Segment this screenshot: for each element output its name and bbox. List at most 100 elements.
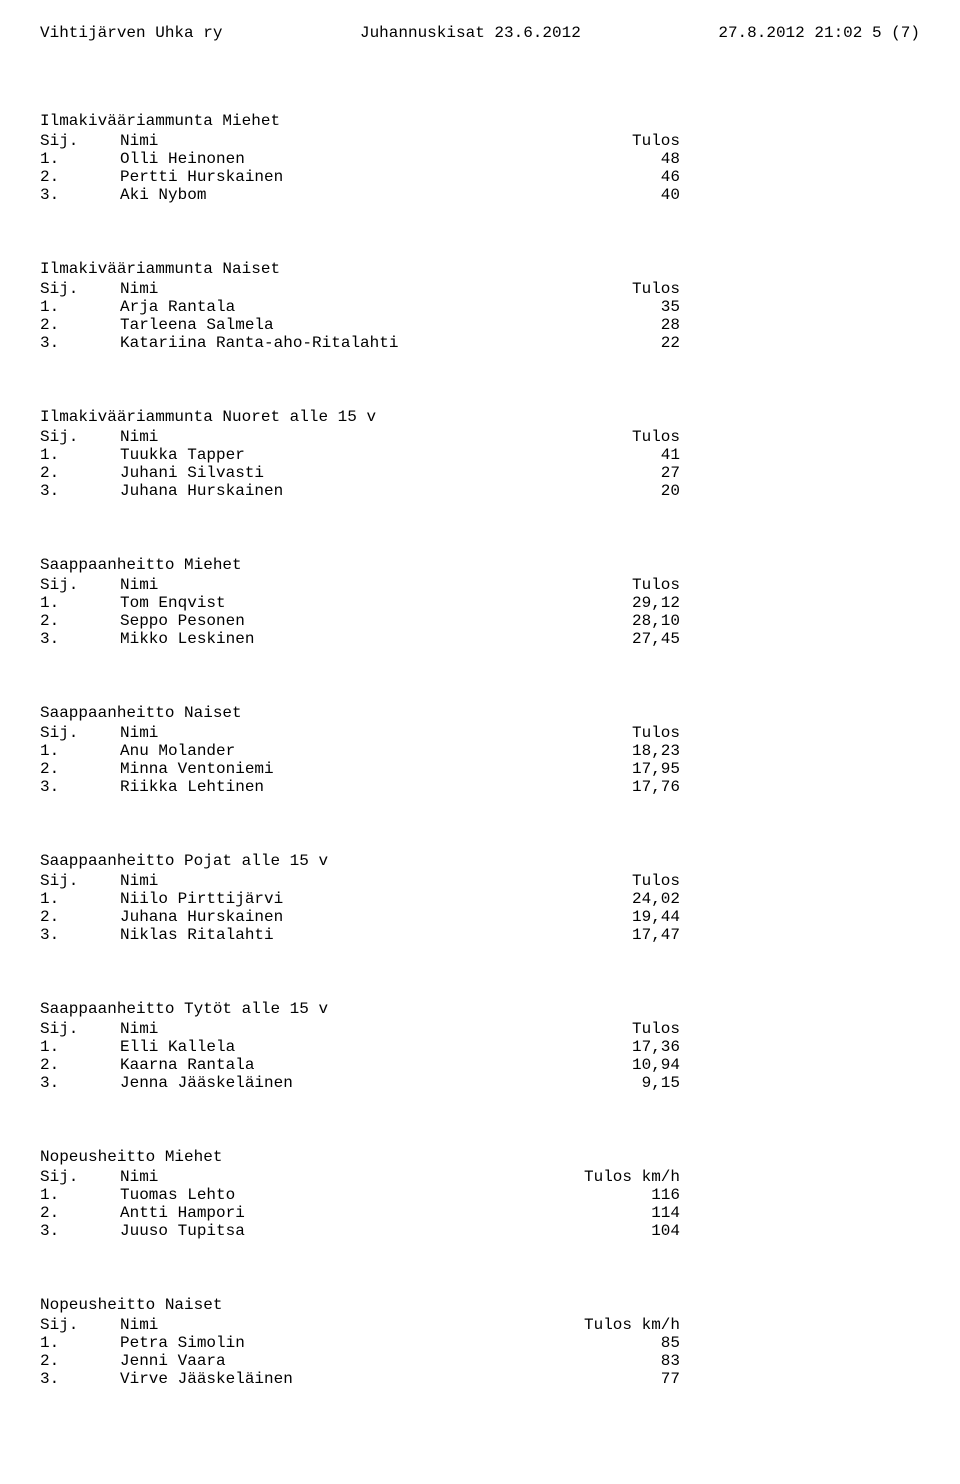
cell-nimi: Juhana Hurskainen [120,482,540,500]
results-section: Saappaanheitto Tytöt alle 15 vSij.NimiTu… [40,1000,920,1092]
table-row: 1.Tuomas Lehto116 [40,1186,920,1204]
cell-nimi: Riikka Lehtinen [120,778,540,796]
cell-sij: 1. [40,1334,120,1352]
col-header-tulos: Tulos km/h [540,1168,680,1186]
table-header-row: Sij.NimiTulos [40,576,920,594]
cell-nimi: Seppo Pesonen [120,612,540,630]
section-title: Saappaanheitto Pojat alle 15 v [40,852,920,870]
results-section: Ilmakivääriammunta MiehetSij.NimiTulos1.… [40,112,920,204]
table-row: 2.Seppo Pesonen28,10 [40,612,920,630]
table-row: 3.Juhana Hurskainen20 [40,482,920,500]
table-row: 3.Riikka Lehtinen17,76 [40,778,920,796]
section-title: Nopeusheitto Miehet [40,1148,920,1166]
results-section: Saappaanheitto NaisetSij.NimiTulos1.Anu … [40,704,920,796]
cell-sij: 3. [40,334,120,352]
results-section: Nopeusheitto Miehet Sij.NimiTulos km/h1.T… [40,1148,920,1240]
col-header-tulos: Tulos [540,280,680,298]
cell-sij: 3. [40,186,120,204]
table-row: 1.Tuukka Tapper41 [40,446,920,464]
cell-sij: 2. [40,168,120,186]
table-row: 1.Petra Simolin85 [40,1334,920,1352]
header-center: Juhannuskisat 23.6.2012 [360,24,581,42]
cell-tulos: 114 [540,1204,680,1222]
cell-tulos: 104 [540,1222,680,1240]
cell-nimi: Niklas Ritalahti [120,926,540,944]
col-header-nimi: Nimi [120,1168,540,1186]
cell-tulos: 17,95 [540,760,680,778]
col-header-nimi: Nimi [120,280,540,298]
cell-nimi: Anu Molander [120,742,540,760]
cell-sij: 3. [40,926,120,944]
cell-sij: 1. [40,446,120,464]
cell-tulos: 27 [540,464,680,482]
col-header-sij: Sij. [40,1020,120,1038]
cell-nimi: Aki Nybom [120,186,540,204]
col-header-sij: Sij. [40,1316,120,1334]
col-header-nimi: Nimi [120,872,540,890]
cell-nimi: Minna Ventoniemi [120,760,540,778]
cell-sij: 1. [40,594,120,612]
table-row: 3.Aki Nybom40 [40,186,920,204]
cell-nimi: Katariina Ranta-aho-Ritalahti [120,334,540,352]
cell-sij: 2. [40,1056,120,1074]
cell-nimi: Juhani Silvasti [120,464,540,482]
col-header-sij: Sij. [40,724,120,742]
table-header-row: Sij.NimiTulos km/h [40,1316,920,1334]
table-row: 2.Kaarna Rantala10,94 [40,1056,920,1074]
col-header-sij: Sij. [40,1168,120,1186]
cell-tulos: 18,23 [540,742,680,760]
cell-nimi: Mikko Leskinen [120,630,540,648]
cell-tulos: 17,36 [540,1038,680,1056]
table-header-row: Sij.NimiTulos [40,132,920,150]
cell-nimi: Tom Enqvist [120,594,540,612]
cell-sij: 2. [40,908,120,926]
table-row: 2.Juhani Silvasti27 [40,464,920,482]
table-row: 3.Mikko Leskinen27,45 [40,630,920,648]
cell-tulos: 46 [540,168,680,186]
page-header: Vihtijärven Uhka ry Juhannuskisat 23.6.2… [40,24,920,42]
cell-nimi: Juuso Tupitsa [120,1222,540,1240]
cell-nimi: Jenna Jääskeläinen [120,1074,540,1092]
cell-nimi: Pertti Hurskainen [120,168,540,186]
col-header-nimi: Nimi [120,132,540,150]
col-header-tulos: Tulos [540,428,680,446]
cell-sij: 2. [40,316,120,334]
cell-nimi: Elli Kallela [120,1038,540,1056]
col-header-sij: Sij. [40,132,120,150]
section-title: Saappaanheitto Tytöt alle 15 v [40,1000,920,1018]
table-row: 3.Virve Jääskeläinen77 [40,1370,920,1388]
cell-sij: 3. [40,778,120,796]
col-header-nimi: Nimi [120,1316,540,1334]
col-header-tulos: Tulos [540,724,680,742]
cell-tulos: 20 [540,482,680,500]
section-title: Saappaanheitto Miehet [40,556,920,574]
results-section: Saappaanheitto Pojat alle 15 vSij.NimiTu… [40,852,920,944]
cell-tulos: 29,12 [540,594,680,612]
table-row: 1.Niilo Pirttijärvi24,02 [40,890,920,908]
table-row: 2.Juhana Hurskainen19,44 [40,908,920,926]
cell-nimi: Tuomas Lehto [120,1186,540,1204]
table-row: 3.Katariina Ranta-aho-Ritalahti22 [40,334,920,352]
table-header-row: Sij.NimiTulos [40,428,920,446]
cell-sij: 3. [40,1370,120,1388]
col-header-tulos: Tulos [540,576,680,594]
cell-tulos: 83 [540,1352,680,1370]
cell-tulos: 77 [540,1370,680,1388]
col-header-tulos: Tulos km/h [540,1316,680,1334]
cell-tulos: 24,02 [540,890,680,908]
col-header-tulos: Tulos [540,872,680,890]
cell-sij: 1. [40,742,120,760]
table-header-row: Sij.NimiTulos km/h [40,1168,920,1186]
col-header-sij: Sij. [40,576,120,594]
cell-nimi: Olli Heinonen [120,150,540,168]
cell-tulos: 9,15 [540,1074,680,1092]
cell-sij: 3. [40,1222,120,1240]
header-right: 27.8.2012 21:02 5 (7) [718,24,920,42]
section-title: Ilmakivääriammunta Nuoret alle 15 v [40,408,920,426]
table-row: 3.Juuso Tupitsa104 [40,1222,920,1240]
table-row: 1.Anu Molander18,23 [40,742,920,760]
cell-sij: 2. [40,1204,120,1222]
table-row: 2.Pertti Hurskainen46 [40,168,920,186]
cell-sij: 2. [40,612,120,630]
table-row: 2.Tarleena Salmela28 [40,316,920,334]
